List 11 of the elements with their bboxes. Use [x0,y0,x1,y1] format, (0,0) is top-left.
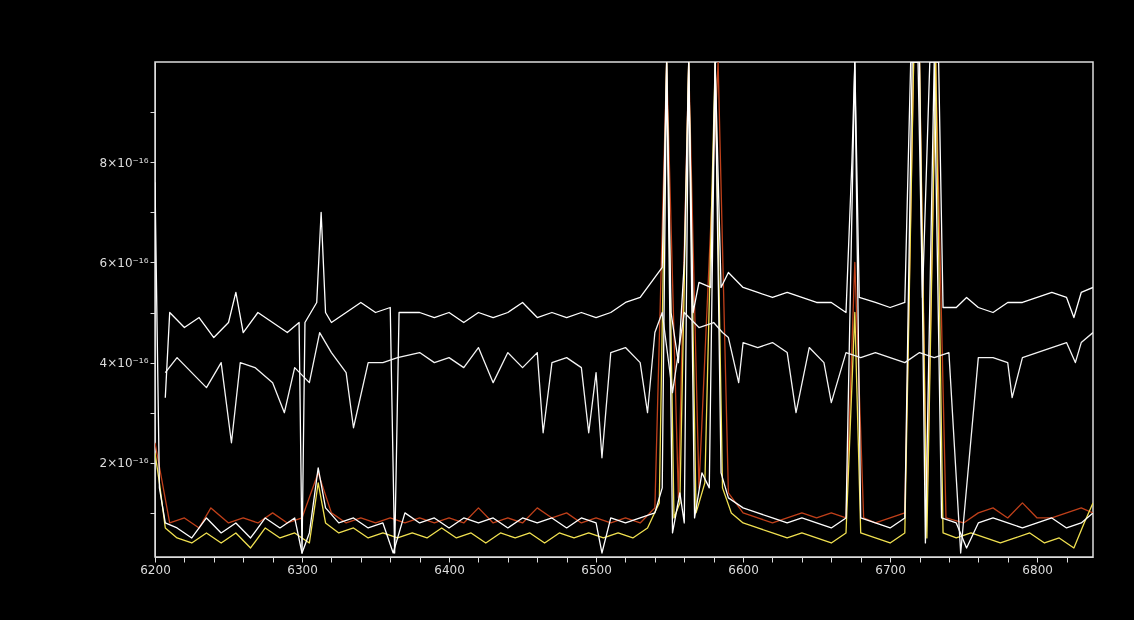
y-tick-label: 2×10⁻¹⁶ [99,456,149,471]
x-tick-label: 6700 [875,562,906,577]
y-tick-label: 4×10⁻¹⁶ [99,356,149,371]
x-tick-label: 6500 [581,562,612,577]
y-tick-label: 8×10⁻¹⁶ [99,155,149,170]
y-tick-label: 6×10⁻¹⁶ [99,255,149,270]
x-tick-label: 6600 [728,562,759,577]
x-tick-label: 6300 [287,562,318,577]
x-tick-label: 6800 [1022,562,1053,577]
x-tick-label: 6400 [434,562,465,577]
x-tick-label: 6200 [140,562,171,577]
